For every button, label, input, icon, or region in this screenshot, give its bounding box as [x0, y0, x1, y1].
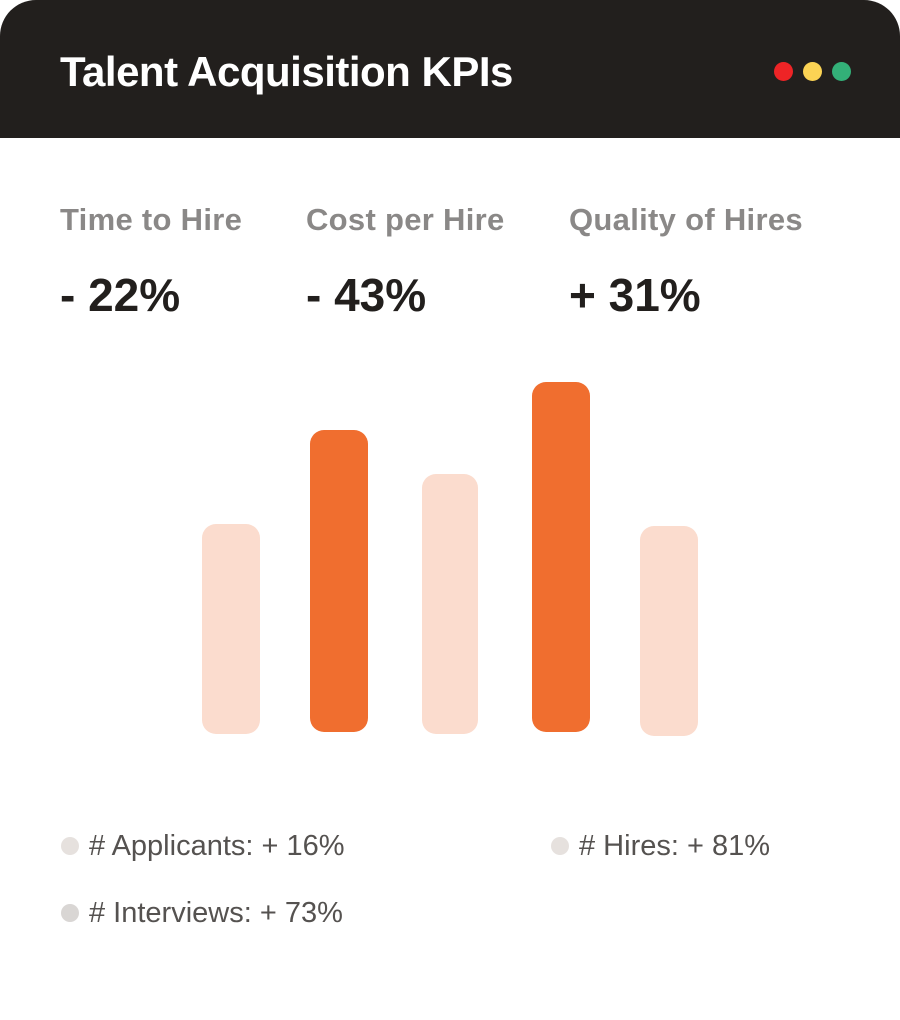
chart-bar	[310, 430, 368, 732]
kpi-quality-of-hires: Quality of Hires + 31%	[569, 200, 803, 320]
legend-dot-icon	[61, 904, 79, 922]
kpi-label: Quality of Hires	[569, 202, 803, 237]
kpi-label: Cost per Hire	[306, 202, 505, 237]
legend-applicants: # Applicants: + 16%	[61, 828, 345, 864]
card-header: Talent Acquisition KPIs	[0, 0, 900, 138]
legend-label: # Interviews: + 73%	[89, 897, 343, 929]
chart-bar	[640, 526, 698, 736]
kpi-cost-per-hire: Cost per Hire - 43%	[306, 200, 505, 320]
kpi-time-to-hire: Time to Hire - 22%	[60, 200, 242, 320]
kpi-value: - 22%	[60, 269, 181, 321]
chart-bar	[532, 382, 590, 732]
green-dot-icon[interactable]	[832, 62, 851, 81]
kpi-value: + 31%	[569, 269, 701, 321]
chart-bar	[422, 474, 478, 734]
yellow-dot-icon[interactable]	[803, 62, 822, 81]
red-dot-icon[interactable]	[774, 62, 793, 81]
window-controls	[774, 62, 851, 81]
chart-bar	[202, 524, 260, 734]
legend-hires: # Hires: + 81%	[551, 828, 770, 864]
legend-label: # Hires: + 81%	[579, 830, 771, 862]
legend-dot-icon	[551, 837, 569, 855]
kpi-value: - 43%	[306, 269, 427, 321]
legend-label: # Applicants: + 16%	[89, 830, 345, 862]
kpi-label: Time to Hire	[60, 202, 243, 237]
legend-interviews: # Interviews: + 73%	[61, 895, 343, 931]
card-title: Talent Acquisition KPIs	[60, 48, 513, 95]
legend-dot-icon	[61, 837, 79, 855]
